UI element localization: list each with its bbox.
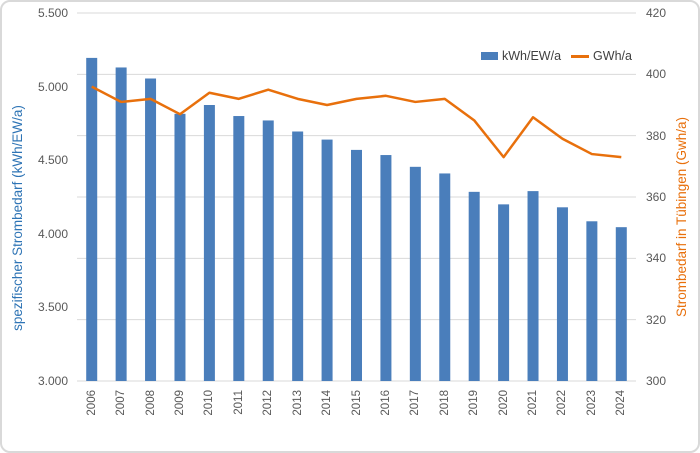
x-axis-label-2022: 2022	[556, 390, 569, 416]
bar-2015	[351, 149, 362, 381]
x-axis-label-2006: 2006	[85, 390, 98, 416]
left-axis-tick: 5.500	[37, 6, 68, 20]
bar-2021	[527, 191, 539, 381]
bar-2023	[586, 221, 598, 381]
x-axis-label-2010: 2010	[203, 390, 216, 416]
bar-2009	[174, 113, 186, 381]
x-axis-label-2011: 2011	[232, 390, 245, 415]
x-axis-label-2017: 2017	[409, 390, 422, 416]
bar-2019	[468, 191, 480, 381]
x-axis-label-2012: 2012	[262, 390, 275, 416]
bar-2022	[556, 207, 568, 381]
bar-2006	[86, 57, 98, 382]
x-axis-label-2024: 2024	[615, 390, 628, 416]
right-axis-tick: 320	[646, 312, 667, 327]
gwh-line	[91, 85, 622, 159]
x-axis-label-2018: 2018	[438, 390, 451, 416]
x-axis-label-2015: 2015	[350, 390, 363, 416]
left-axis-tick: 4.500	[37, 153, 68, 168]
legend-label-bar: kWh/EW/a	[502, 49, 562, 63]
bar-2011	[233, 116, 245, 381]
bar-2007	[115, 67, 127, 382]
right-axis-tick: 400	[646, 67, 667, 82]
bar-2014	[321, 139, 333, 381]
x-axis-label-2013: 2013	[291, 390, 304, 416]
right-axis-title: Strombedarf in Tübingen (Gwh/a)	[674, 116, 689, 318]
legend-line-swatch-icon	[571, 54, 590, 58]
right-axis-tick: 420	[646, 6, 667, 20]
left-axis-tick: 4.000	[37, 226, 68, 241]
x-axis-label-2008: 2008	[144, 390, 157, 416]
x-axis-label-2016: 2016	[379, 390, 392, 416]
right-axis-tick: 380	[646, 128, 667, 143]
left-axis-tick: 3.000	[37, 374, 68, 388]
bar-2020	[498, 204, 510, 381]
bar-2024	[615, 227, 627, 381]
left-axis-title: spezifischer Strombedarf (kWh/EW/a)	[10, 105, 25, 331]
bar-2012	[262, 120, 274, 382]
legend: kWh/EW/a GWh/a	[481, 49, 632, 63]
bar-2018	[439, 173, 451, 381]
x-axis-label-2007: 2007	[115, 390, 128, 416]
right-axis-tick: 340	[646, 251, 667, 266]
bar-2013	[292, 131, 304, 381]
bar-2010	[203, 105, 215, 381]
x-axis-label-2023: 2023	[585, 390, 598, 416]
bar-2016	[380, 155, 392, 381]
right-axis-tick: 360	[646, 190, 667, 204]
bar-2008	[145, 78, 157, 381]
legend-label-line: GWh/a	[593, 49, 632, 63]
x-axis-label-2009: 2009	[173, 390, 186, 416]
legend-bar-swatch-icon	[481, 52, 498, 60]
x-axis-label-2019: 2019	[468, 390, 481, 416]
left-axis-tick: 5.000	[37, 79, 68, 94]
right-axis-tick: 300	[646, 374, 667, 388]
left-axis-tick: 3.500	[37, 300, 68, 315]
x-axis-label-2014: 2014	[321, 390, 334, 416]
x-axis-label-2020: 2020	[497, 390, 510, 416]
x-axis-label-2021: 2021	[527, 390, 540, 416]
bar-2017	[409, 166, 421, 381]
